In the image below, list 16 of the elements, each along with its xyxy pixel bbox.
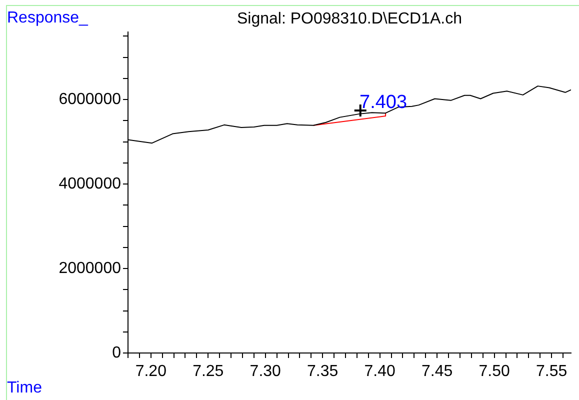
y-tick-label: 6000000 [58, 90, 122, 108]
chart-title: Signal: PO098310.D\ECD1A.ch [236, 10, 462, 28]
x-tick-label: 7.40 [364, 363, 396, 380]
x-tick-label: 7.50 [478, 363, 510, 380]
x-tick-label: 7.35 [307, 363, 338, 380]
x-tick-label: 7.25 [192, 363, 224, 380]
y-tick-label: 2000000 [58, 260, 122, 277]
annotation: 7.403 [359, 92, 408, 113]
y-axis-title: Response_ [7, 9, 90, 26]
x-tick-label: 7.20 [135, 363, 167, 380]
y-tick-label: 4000000 [58, 175, 122, 192]
y-tick-label: 0 [112, 344, 122, 362]
x-tick-label: 7.30 [250, 363, 282, 380]
x-tick-label: 7.45 [422, 363, 453, 380]
x-tick-label: 7.55 [536, 363, 568, 380]
x-axis-title: Time [7, 379, 42, 396]
